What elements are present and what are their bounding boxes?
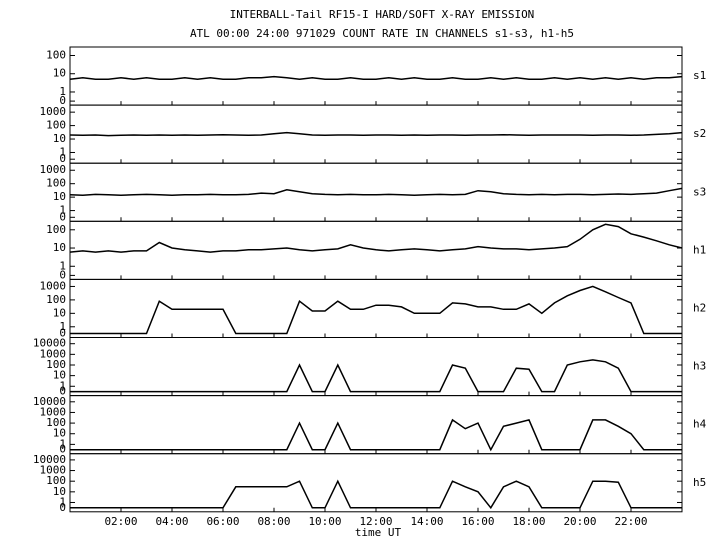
panel-label: h4 [693, 418, 707, 431]
panel-frame [69, 453, 683, 513]
y-tick-label: 0 [59, 443, 66, 456]
y-tick-label: 100 [46, 177, 66, 190]
y-tick-label: 100 [46, 474, 66, 487]
y-tick-label: 100 [46, 293, 66, 306]
panel-label: s2 [693, 127, 706, 140]
y-tick-label: 1000 [40, 163, 67, 176]
y-tick-label: 10000 [33, 453, 66, 466]
y-tick-label: 0 [59, 327, 66, 340]
y-tick-label: 0 [59, 385, 66, 398]
data-line [70, 285, 682, 335]
y-tick-label: 10 [53, 190, 66, 203]
x-tick-label: 10:00 [308, 515, 341, 528]
y-tick-label: 1000 [40, 279, 67, 292]
y-tick-label: 10000 [33, 395, 66, 408]
data-line [69, 223, 683, 253]
y-tick-label: 1 [59, 145, 66, 158]
x-tick-label: 02:00 [104, 515, 137, 528]
panel-frame [69, 46, 683, 106]
chart-subtitle: ATL 00:00 24:00 971029 COUNT RATE IN CHA… [190, 27, 574, 40]
y-tick-label: 10 [53, 485, 66, 498]
data-line [69, 75, 683, 80]
y-tick-label: 1 [59, 495, 66, 508]
y-tick-label: 0 [59, 268, 66, 281]
y-tick-label: 1 [59, 379, 66, 392]
y-tick-label: 100 [46, 358, 66, 371]
y-tick-label: 0 [59, 210, 66, 223]
panel-label: s3 [693, 185, 706, 198]
y-tick-label: 10 [53, 427, 66, 440]
y-tick-label: 0 [59, 152, 66, 165]
x-tick-label: 22:00 [614, 515, 647, 528]
panel-label: h2 [693, 301, 706, 314]
y-tick-label: 1 [59, 320, 66, 333]
y-tick-label: 10000 [33, 337, 66, 350]
x-tick-label: 18:00 [512, 515, 545, 528]
y-tick-label: 100 [46, 416, 66, 429]
y-tick-label: 1 [59, 85, 66, 98]
y-tick-label: 1000 [40, 347, 67, 360]
y-tick-label: 10 [53, 306, 66, 319]
x-tick-label: 04:00 [155, 515, 188, 528]
data-line [69, 131, 683, 137]
y-tick-label: 10 [53, 369, 66, 382]
y-tick-label: 10 [53, 67, 66, 80]
y-tick-label: 100 [46, 223, 66, 236]
panel-frame [69, 162, 683, 222]
x-tick-label: 06:00 [206, 515, 239, 528]
y-tick-label: 100 [46, 119, 66, 132]
x-tick-label: 08:00 [257, 515, 290, 528]
y-tick-label: 1 [59, 204, 66, 217]
panel-frame [69, 337, 683, 397]
y-tick-label: 1000 [40, 464, 67, 477]
x-tick-label: 12:00 [359, 515, 392, 528]
x-tick-label: 20:00 [563, 515, 596, 528]
y-tick-label: 1 [59, 437, 66, 450]
y-tick-label: 1000 [40, 105, 67, 118]
data-line [70, 418, 682, 452]
y-tick-label: 0 [59, 94, 66, 107]
data-line [69, 187, 683, 196]
x-tick-label: 16:00 [461, 515, 494, 528]
y-tick-label: 10 [53, 132, 66, 145]
data-line [70, 359, 682, 393]
panel-label: h3 [693, 360, 706, 373]
panel-frame [69, 278, 683, 338]
y-tick-label: 0 [59, 501, 66, 514]
data-line [70, 479, 682, 510]
panel-label: h5 [693, 476, 706, 489]
panel-label: h1 [693, 243, 706, 256]
panel-label: s1 [693, 69, 706, 82]
y-tick-label: 10 [53, 241, 66, 254]
chart-title: INTERBALL-Tail RF15-I HARD/SOFT X-RAY EM… [230, 8, 535, 21]
y-tick-label: 100 [46, 48, 66, 61]
x-axis-label: time UT [355, 526, 402, 539]
y-tick-label: 1000 [40, 405, 67, 418]
panel-frame [69, 104, 683, 164]
x-tick-label: 14:00 [410, 515, 443, 528]
y-tick-label: 1 [59, 259, 66, 272]
